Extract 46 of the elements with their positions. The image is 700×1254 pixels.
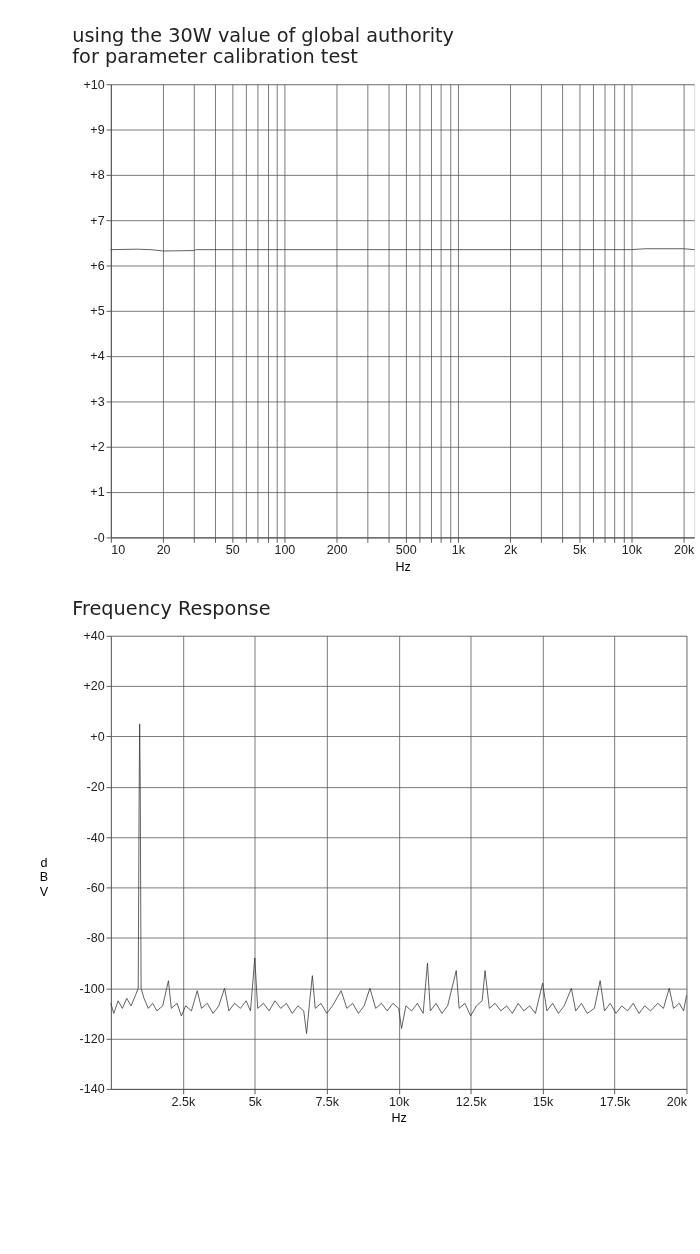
y-tick-label: +8 xyxy=(90,168,105,183)
x-tick-label: 2k xyxy=(504,543,518,558)
x-tick-label: 20 xyxy=(156,543,171,558)
y-tick-label: -60 xyxy=(86,880,105,895)
y-tick-label: -20 xyxy=(86,780,105,795)
y-tick-label: -80 xyxy=(86,931,105,946)
x-tick-label: 1k xyxy=(451,543,466,558)
x-tick-label: 50 xyxy=(225,543,240,558)
y-tick-label: +1 xyxy=(90,485,105,500)
y-tick-label: +0 xyxy=(90,729,105,744)
x-tick-label: 200 xyxy=(326,543,348,558)
y-tick-label: -0 xyxy=(93,530,105,545)
x-tick-label: 100 xyxy=(274,543,296,558)
chart-title: using the 30W value of global authority for parameter calibration test xyxy=(72,23,455,69)
x-tick-label: 15k xyxy=(532,1094,554,1109)
x-axis-title: Hz xyxy=(391,1111,407,1126)
x-tick-label: 10 xyxy=(111,543,126,558)
y-tick-label: -100 xyxy=(79,981,105,996)
y-tick-label: +20 xyxy=(83,679,105,694)
x-tick-label: 7.5k xyxy=(315,1094,340,1109)
x-tick-label: 10k xyxy=(389,1094,410,1109)
y-axis-title: dBV xyxy=(39,855,49,899)
x-tick-label: 5k xyxy=(573,543,588,558)
y-tick-label: +2 xyxy=(90,440,105,455)
x-tick-label: 17.5k xyxy=(599,1094,632,1109)
x-axis-title: Hz xyxy=(395,559,411,574)
y-tick-label: -40 xyxy=(86,830,105,845)
x-tick-label: 2.5k xyxy=(171,1094,196,1109)
line-series xyxy=(110,723,687,1034)
y-tick-label: +7 xyxy=(90,213,105,228)
x-tick-label: 500 xyxy=(395,543,417,558)
x-tick-label: 20k xyxy=(674,543,695,558)
y-tick-label: +5 xyxy=(90,304,105,319)
x-tick-label: 12.5k xyxy=(455,1094,488,1109)
y-tick-label: +3 xyxy=(90,394,105,409)
y-tick-label: +9 xyxy=(90,122,105,137)
y-tick-label: +4 xyxy=(90,349,105,364)
y-tick-label: +40 xyxy=(83,629,105,644)
y-tick-label: -120 xyxy=(79,1031,105,1046)
x-tick-label: 10k xyxy=(621,543,643,558)
y-tick-label: -140 xyxy=(79,1082,105,1097)
y-tick-label: +10 xyxy=(83,77,105,92)
x-tick-label: 20k xyxy=(666,1094,688,1109)
y-tick-label: +6 xyxy=(90,258,105,273)
x-tick-label: 5k xyxy=(248,1094,263,1109)
chart-title: Frequency Response xyxy=(72,596,271,620)
